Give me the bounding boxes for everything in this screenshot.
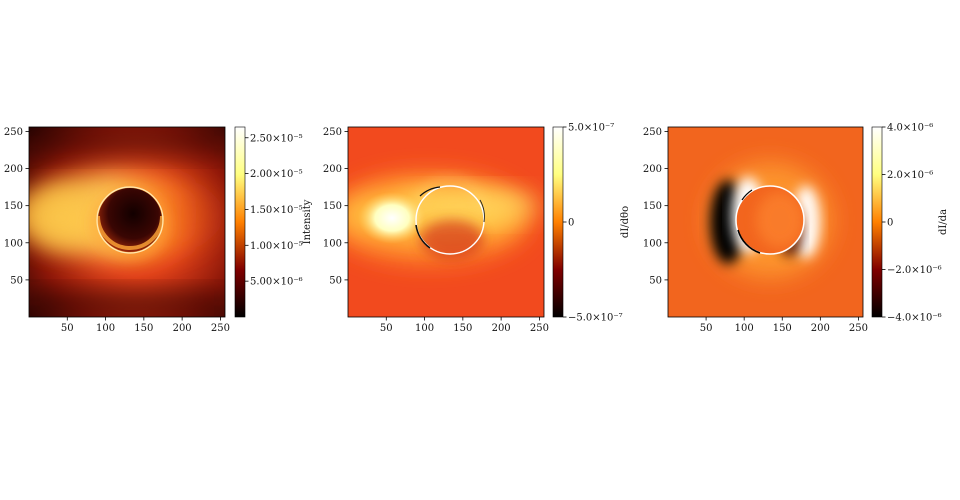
heatmap-dI-dtheta-image	[348, 127, 544, 317]
x-tick-label: 200	[173, 323, 192, 334]
y-tick-label: 250	[643, 127, 662, 138]
y-tick-label: 100	[323, 238, 342, 249]
x-tick-label: 200	[811, 323, 830, 334]
heatmap-intensity-image	[29, 127, 225, 317]
y-tick-label: 100	[643, 238, 662, 249]
colorbar-tick-label: 1.00×10⁻⁵	[250, 241, 303, 252]
colorbar-dI-dtheta: −5.0×10⁻⁷ 0 5.0×10⁻⁷ dI/dθo	[552, 123, 631, 324]
heatmap-dI-dtheta: 50 100 150 200 250 50 100 150 200 250 −5.0×10⁻⁷ 0…	[323, 123, 631, 335]
x-tick-label: 100	[735, 323, 754, 334]
x-tick-label: 150	[453, 323, 472, 334]
colorbar-tick-label: 1.50×10⁻⁵	[250, 205, 303, 216]
x-tick-label: 150	[134, 323, 153, 334]
y-tick-label: 250	[4, 127, 23, 138]
y-tick-label: 200	[4, 164, 23, 175]
colorbar-dI-da: −4.0×10⁻⁶ −2.0×10⁻⁶ 0 2.0×10⁻⁶ 4.0×10⁻⁶ dI/d…	[871, 123, 949, 324]
axes-frame	[667, 126, 864, 318]
colorbar-tick-label: −5.0×10⁻⁷	[568, 313, 623, 324]
y-axis: 50 100 150 200 250	[323, 127, 348, 286]
axes-frame	[347, 126, 545, 318]
heatmap-intensity: 50 100 150 200 250 50 100 150 200 250 5.00×10⁻⁶ 1…	[4, 126, 313, 334]
x-tick-label: 100	[96, 323, 115, 334]
heatmap-dI-da-image	[668, 127, 863, 317]
x-axis: 50 100 150 200 250	[61, 317, 230, 334]
y-tick-label: 200	[643, 164, 662, 175]
colorbar-ticks: 5.00×10⁻⁶ 1.00×10⁻⁵ 1.50×10⁻⁵ 2.00×10⁻⁵ 2.50…	[245, 133, 303, 288]
y-axis: 50 100 150 200 250	[643, 127, 668, 286]
colorbar-ticks: −5.0×10⁻⁷ 0 5.0×10⁻⁷	[563, 123, 623, 324]
colorbar-tick-label: 5.00×10⁻⁶	[250, 277, 303, 288]
x-tick-label: 250	[530, 323, 549, 334]
colorbar-tick-label: 2.50×10⁻⁵	[250, 133, 303, 144]
axes-frame	[28, 126, 226, 318]
x-axis: 50 100 150 200 250	[380, 317, 549, 334]
colorbar-label: dI/dθo	[620, 206, 631, 238]
y-tick-label: 150	[323, 201, 342, 212]
x-tick-label: 50	[380, 323, 393, 334]
colorbar-tick-label: 5.0×10⁻⁷	[568, 123, 614, 134]
x-tick-label: 150	[773, 323, 792, 334]
x-tick-label: 200	[492, 323, 511, 334]
colorbar-label: dI/da	[938, 209, 949, 235]
x-tick-label: 100	[415, 323, 434, 334]
x-axis: 50 100 150 200 250	[700, 317, 868, 334]
x-tick-label: 250	[849, 323, 868, 334]
colorbar-tick-label: 0	[887, 218, 893, 229]
colorbar-tick-label: 2.0×10⁻⁶	[887, 170, 933, 181]
colorbar-label: Intensity	[302, 199, 313, 244]
y-tick-label: 50	[10, 275, 23, 286]
y-tick-label: 150	[4, 201, 23, 212]
colorbar-intensity: 5.00×10⁻⁶ 1.00×10⁻⁵ 1.50×10⁻⁵ 2.00×10⁻⁵ 2.50…	[234, 126, 313, 318]
y-tick-label: 50	[649, 275, 662, 286]
colorbar-tick-label: 0	[568, 218, 574, 229]
y-axis: 50 100 150 200 250	[4, 127, 29, 286]
colorbar-tick-label: 2.00×10⁻⁵	[250, 169, 303, 180]
x-tick-label: 50	[61, 323, 74, 334]
y-tick-label: 200	[323, 164, 342, 175]
y-tick-label: 150	[643, 201, 662, 212]
y-tick-label: 100	[4, 238, 23, 249]
colorbar-tick-label: 4.0×10⁻⁶	[887, 123, 933, 134]
colorbar-tick-label: −4.0×10⁻⁶	[887, 313, 942, 324]
colorbar-ticks: −4.0×10⁻⁶ −2.0×10⁻⁶ 0 2.0×10⁻⁶ 4.0×10⁻⁶	[882, 123, 942, 324]
y-tick-label: 50	[329, 275, 342, 286]
y-tick-label: 250	[323, 127, 342, 138]
colorbar-tick-label: −2.0×10⁻⁶	[887, 265, 942, 276]
x-tick-label: 50	[700, 323, 713, 334]
x-tick-label: 250	[211, 323, 230, 334]
